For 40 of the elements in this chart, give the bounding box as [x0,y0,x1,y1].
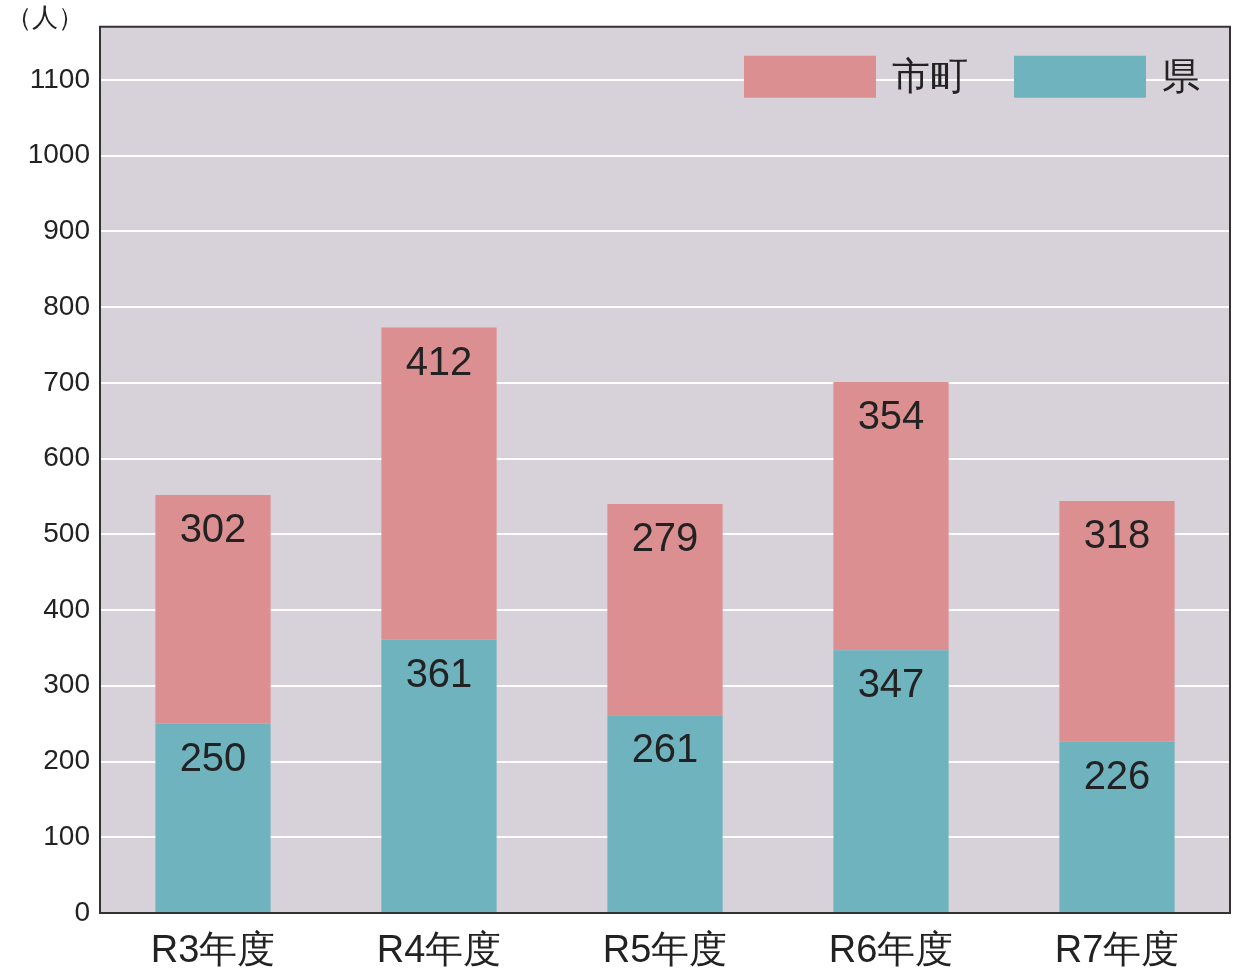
y-tick-label: 500 [43,517,90,548]
data-label: 412 [405,338,473,383]
y-tick-label: 900 [43,214,90,246]
x-tick-label: R5年度 [602,928,728,971]
x-tick-label: R7年度 [1054,928,1180,971]
data-label: 354 [857,393,925,438]
legend-label: 市町 [892,55,968,98]
data-label: 226 [1083,752,1151,797]
data-label: 250 [179,734,247,779]
bar [607,715,723,912]
data-label: 279 [631,515,699,560]
data-label: 361 [405,650,473,695]
bar [381,639,497,912]
bar [1059,741,1175,912]
bar [381,327,497,640]
y-tick-label: 100 [43,819,90,851]
bar [155,494,271,724]
x-tick-label: R3年度 [150,928,276,971]
data-label: 302 [179,505,247,550]
y-tick-label: 1100 [29,62,90,94]
x-tick-label: R6年度 [828,928,954,971]
bar [1059,500,1175,742]
data-label: 318 [1083,511,1151,556]
bar [155,723,271,912]
y-tick-label: 600 [43,441,90,473]
data-label: 261 [631,726,699,771]
legend-label: 県 [1162,55,1200,98]
data-label: 347 [857,661,925,706]
y-tick-label: 300 [43,668,90,700]
bar [607,503,723,716]
y-tick-label: 700 [43,365,90,397]
bar [833,382,949,651]
y-tick-label: 1000 [27,138,90,170]
x-tick-label: R4年度 [376,928,502,971]
y-tick-label: 200 [43,744,90,776]
y-tick-label: 800 [43,289,90,321]
y-tick-label: 0 [74,895,90,927]
y-axis-title: （人） [6,2,84,33]
y-tick-label: 400 [43,592,90,624]
bar [833,650,949,912]
